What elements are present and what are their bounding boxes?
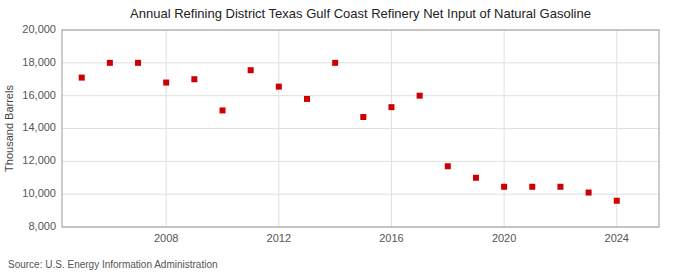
point: [388, 104, 394, 110]
point: [586, 190, 592, 196]
x-tick-label: 2024: [605, 232, 629, 244]
point: [501, 184, 507, 190]
y-grid-line: [62, 95, 659, 96]
chart-title: Annual Refining District Texas Gulf Coas…: [130, 6, 591, 21]
background: [0, 0, 675, 275]
y-grid-line: [62, 128, 659, 129]
x-grid-line: [391, 30, 392, 227]
point: [304, 96, 310, 102]
chart-container: 8,000 10,000 12,000 14,000 16,000 18,000 20,00…: [0, 0, 675, 275]
point: [360, 114, 366, 120]
point: [163, 80, 169, 86]
point: [248, 67, 254, 73]
point: [191, 76, 197, 82]
y-tick-label: 18,000: [22, 56, 56, 68]
y-axis-label: Thousand Barrels: [3, 85, 15, 172]
point: [614, 198, 620, 204]
y-tick-label: 14,000: [22, 121, 56, 133]
x-tick-label: 2020: [492, 232, 516, 244]
y-grid-line: [62, 161, 659, 162]
point: [276, 84, 282, 90]
grid: [62, 30, 659, 227]
source-note: Source: U.S. Energy Information Administ…: [8, 259, 218, 270]
y-grid-line: [62, 194, 659, 195]
point: [332, 60, 338, 66]
point: [220, 107, 226, 113]
point: [417, 93, 423, 99]
plot-frame: [62, 30, 659, 227]
point: [445, 163, 451, 169]
y-tick-label: 10,000: [22, 187, 56, 199]
points: [79, 60, 620, 204]
point: [557, 184, 563, 190]
y-grid-line: [62, 62, 659, 63]
y-tick-label: 8,000: [28, 220, 56, 232]
x-tick-label: 2008: [154, 232, 178, 244]
x-grid-line: [166, 30, 167, 227]
x-grid-line: [278, 30, 279, 227]
y-tick-label: 20,000: [22, 23, 56, 35]
y-tick-label: 16,000: [22, 89, 56, 101]
point: [107, 60, 113, 66]
y-tick-label: 12,000: [22, 154, 56, 166]
point: [79, 75, 85, 81]
point: [135, 60, 141, 66]
x-grid-line: [616, 30, 617, 227]
point: [529, 184, 535, 190]
x-tick-label: 2012: [267, 232, 291, 244]
x-grid-line: [504, 30, 505, 227]
chart-svg: 8,000 10,000 12,000 14,000 16,000 18,000 20,00…: [0, 0, 675, 275]
point: [473, 175, 479, 181]
x-tick-label: 2016: [379, 232, 403, 244]
